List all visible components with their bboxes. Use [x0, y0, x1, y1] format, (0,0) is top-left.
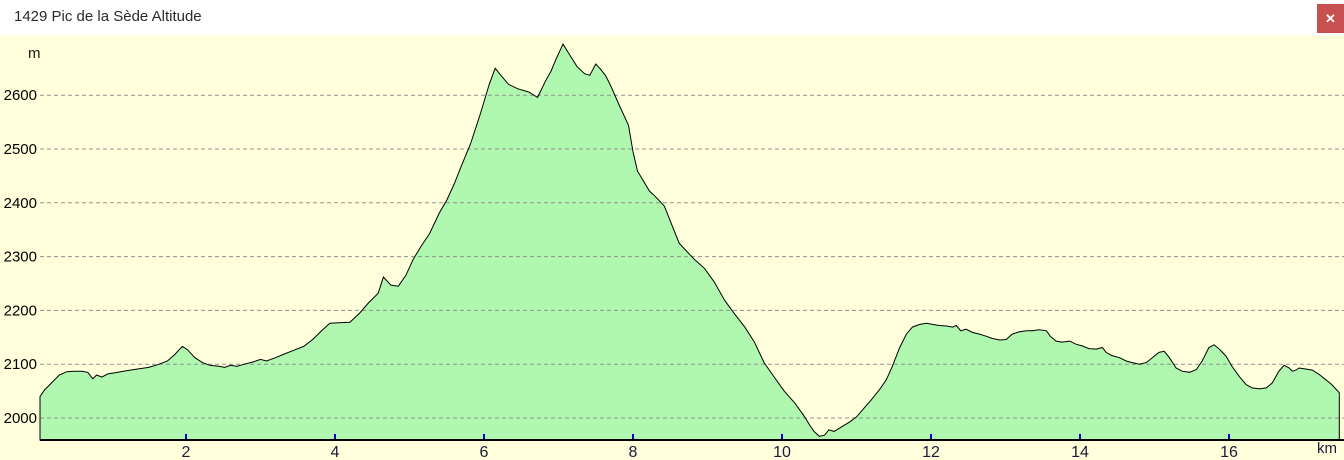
y-tick-label: 2400	[4, 195, 37, 212]
x-tick-label: 16	[1220, 444, 1238, 460]
y-axis-unit-label: m	[28, 45, 41, 62]
x-tick-label: 8	[629, 444, 638, 460]
y-tick-label: 2100	[4, 356, 37, 373]
window-title: 1429 Pic de la Sède Altitude	[14, 8, 202, 25]
elevation-line	[39, 43, 1340, 441]
close-button[interactable]: ✕	[1317, 4, 1344, 33]
y-tick-label: 2600	[4, 87, 37, 104]
y-tick-label: 2000	[4, 410, 37, 427]
elevation-area	[40, 44, 1340, 440]
y-tick-label: 2200	[4, 302, 37, 319]
x-tick-label: 14	[1071, 444, 1089, 460]
x-tick-label: 6	[480, 444, 489, 460]
x-axis-unit-label: km	[1317, 440, 1337, 457]
title-bar: 1429 Pic de la Sède Altitude ✕	[0, 0, 1344, 35]
close-icon: ✕	[1325, 11, 1336, 26]
altitude-chart: 2000 2100 2200 2300 2400 2500 2600 2 4 6 8 10 12 14 16…	[0, 35, 1344, 460]
x-tick-label: 4	[331, 444, 340, 460]
x-tick-label: 10	[773, 444, 791, 460]
x-tick-label: 2	[182, 444, 191, 460]
y-tick-label: 2500	[4, 141, 37, 158]
elevation-plot: 2000 2100 2200 2300 2400 2500 2600 2 4 6 8 10 12 14 16	[4, 43, 1344, 460]
x-tick-label: 12	[922, 444, 940, 460]
y-tick-label: 2300	[4, 249, 37, 266]
